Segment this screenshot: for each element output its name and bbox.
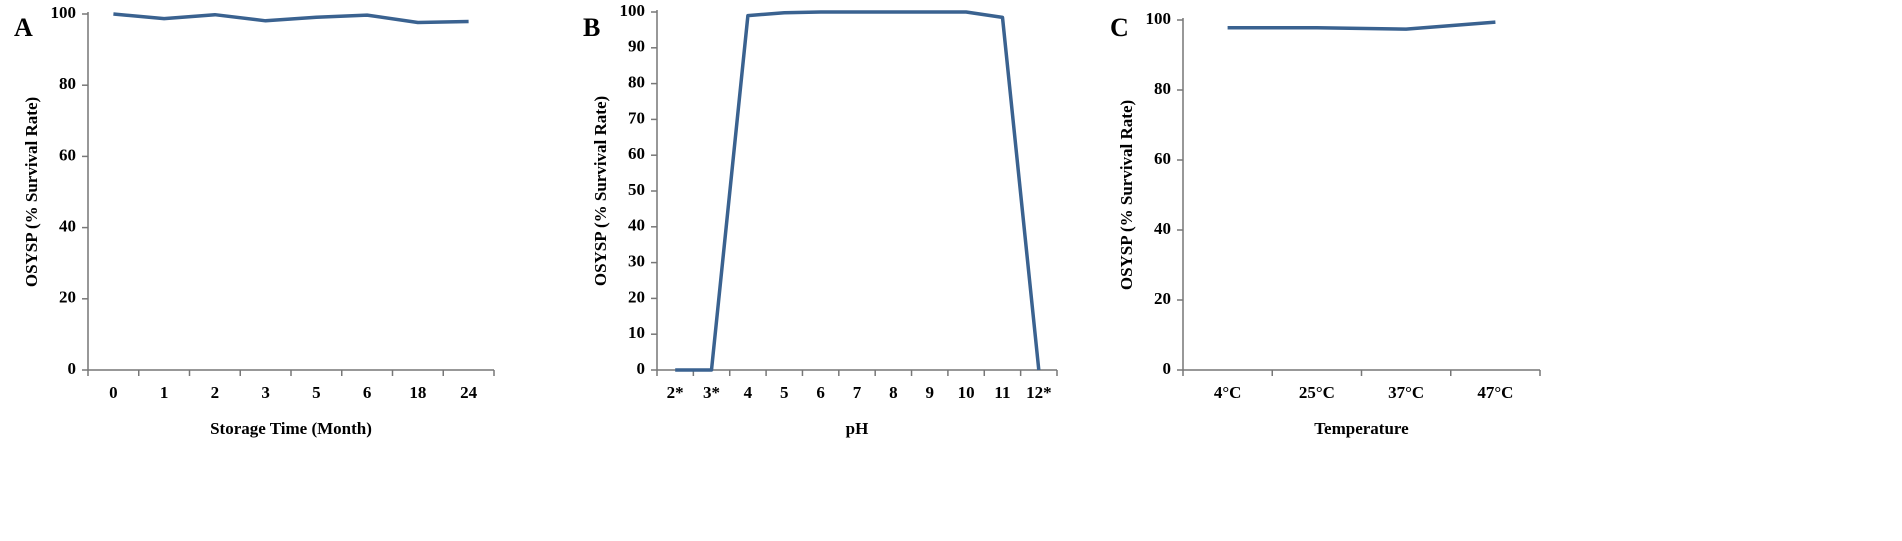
y-tick-label: 60 — [59, 145, 76, 164]
x-tick-label: 18 — [409, 383, 426, 402]
y-tick-label: 20 — [59, 288, 76, 307]
y-tick-label: 60 — [628, 144, 645, 163]
x-tick-label: 9 — [925, 383, 934, 402]
y-tick-label: 0 — [68, 359, 77, 378]
panel-label: B — [583, 13, 600, 42]
x-tick-label: 0 — [109, 383, 118, 402]
y-tick-label: 90 — [628, 37, 645, 56]
y-axis-title: OSYSP (% Survival Rate) — [1117, 100, 1136, 290]
x-tick-label: 24 — [460, 383, 478, 402]
x-tick-label: 4 — [744, 383, 753, 402]
x-tick-label: 4°C — [1214, 383, 1242, 402]
x-tick-label: 1 — [160, 383, 169, 402]
x-tick-label: 3 — [261, 383, 270, 402]
data-line — [113, 12, 469, 25]
x-axis-title: Storage Time (Month) — [210, 419, 372, 438]
x-tick-label: 2* — [667, 383, 684, 402]
x-tick-label: 6 — [363, 383, 372, 402]
y-tick-label: 50 — [628, 180, 645, 199]
data-line — [1227, 20, 1496, 31]
y-tick-label: 0 — [637, 359, 646, 378]
y-tick-label: 10 — [628, 323, 645, 342]
x-tick-label: 12* — [1026, 383, 1052, 402]
x-tick-label: 7 — [853, 383, 862, 402]
y-tick-label: 40 — [628, 216, 645, 235]
y-tick-label: 80 — [628, 73, 645, 92]
x-tick-label: 5 — [312, 383, 321, 402]
y-tick-label: 80 — [59, 74, 76, 93]
y-tick-label: 40 — [59, 217, 76, 236]
x-tick-label: 25°C — [1299, 383, 1335, 402]
y-tick-label: 40 — [1154, 219, 1171, 238]
x-tick-label: 10 — [958, 383, 975, 402]
y-tick-label: 80 — [1154, 79, 1171, 98]
x-tick-label: 5 — [780, 383, 789, 402]
panel-label: A — [14, 13, 33, 42]
x-tick-label: 6 — [816, 383, 825, 402]
data-line — [675, 10, 1041, 372]
y-tick-label: 100 — [620, 1, 646, 20]
y-tick-label: 100 — [51, 3, 77, 22]
y-axis-title: OSYSP (% Survival Rate) — [22, 97, 41, 287]
y-tick-label: 0 — [1163, 359, 1172, 378]
y-tick-label: 60 — [1154, 149, 1171, 168]
y-tick-label: 70 — [628, 108, 645, 127]
y-tick-label: 20 — [628, 287, 645, 306]
panel-label: C — [1110, 13, 1129, 42]
y-axis-title: OSYSP (% Survival Rate) — [591, 96, 610, 286]
x-tick-label: 3* — [703, 383, 720, 402]
x-tick-label: 2 — [211, 383, 220, 402]
x-tick-label: 37°C — [1388, 383, 1424, 402]
y-tick-label: 100 — [1146, 9, 1172, 28]
x-tick-label: 8 — [889, 383, 898, 402]
y-tick-label: 30 — [628, 252, 645, 271]
x-axis-title: Temperature — [1314, 419, 1409, 438]
x-tick-label: 11 — [994, 383, 1010, 402]
y-tick-label: 20 — [1154, 289, 1171, 308]
x-tick-label: 47°C — [1477, 383, 1513, 402]
x-axis-title: pH — [846, 419, 869, 438]
